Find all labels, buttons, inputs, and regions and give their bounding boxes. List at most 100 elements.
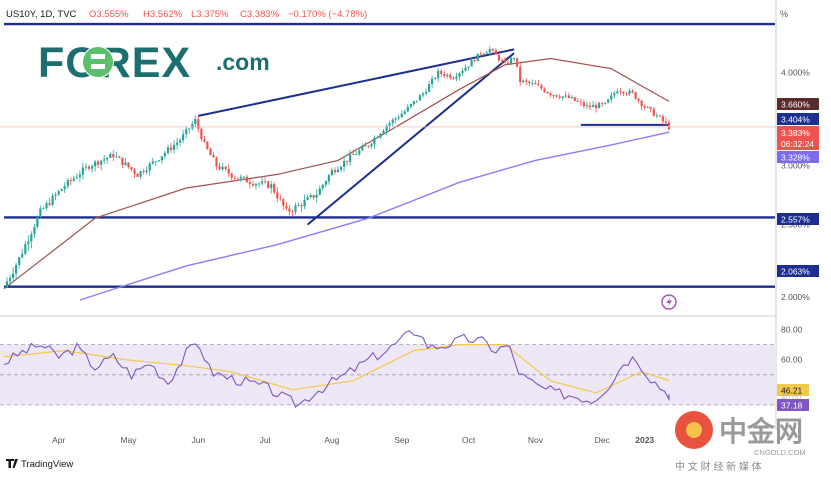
candle-body <box>667 122 671 130</box>
candle-body <box>51 195 54 205</box>
candle-body <box>97 161 100 165</box>
candle-body <box>103 159 106 161</box>
rsi-axis[interactable]: 80.00 60.00 <box>781 325 803 365</box>
candle-body <box>179 140 182 143</box>
rsi-tick-label: 60.00 <box>781 355 803 365</box>
candle-body <box>264 181 267 183</box>
candle-body <box>400 113 403 118</box>
candle-body <box>598 103 601 109</box>
candle-body <box>409 104 412 107</box>
rsi-layer <box>0 330 776 408</box>
candle-body <box>446 74 449 76</box>
candle-body <box>9 277 12 282</box>
candle-body <box>324 181 327 185</box>
candle-body <box>607 99 610 103</box>
candle-body <box>48 203 51 205</box>
candle-body <box>531 83 534 84</box>
tradingview-icon <box>6 459 18 468</box>
logo-o-icon <box>83 47 113 77</box>
candle-body <box>288 208 291 212</box>
candle-body <box>309 195 312 198</box>
ohlc-high: H3.562% <box>143 9 183 20</box>
candle-body <box>537 84 540 86</box>
time-tick-label: Nov <box>528 435 544 445</box>
candle-body <box>376 137 379 139</box>
cngold-domain: CNGOLD.COM <box>754 448 806 457</box>
candle-body <box>188 128 191 130</box>
logo-text: FOREX <box>38 39 191 87</box>
candle-body <box>543 88 546 92</box>
candle-body <box>233 177 236 179</box>
badge-countdown: 06:32:24 <box>781 139 814 149</box>
time-tick-label: May <box>120 435 137 445</box>
candle-body <box>242 176 245 178</box>
candle-body <box>503 60 507 63</box>
candle-body <box>588 105 592 107</box>
candle-body <box>440 70 443 74</box>
candle-body <box>610 95 613 100</box>
price-badges: 3.660% 3.404% 3.383% 06:32:24 3.328% 2.5… <box>777 98 819 277</box>
ohlc-close: C3.383% <box>240 9 280 20</box>
candle-body <box>60 189 63 191</box>
candle-body <box>57 191 60 195</box>
candle-body <box>661 116 664 122</box>
candle-body <box>94 161 97 167</box>
candle-body <box>561 96 564 98</box>
tradingview-footer[interactable]: TradingView <box>6 459 73 470</box>
candle-body <box>421 93 425 96</box>
candle-body <box>494 50 497 55</box>
candle-body <box>397 117 400 119</box>
candle-body <box>655 115 658 117</box>
candle-body <box>166 147 170 153</box>
symbol-label: US10Y, 1D, TVC <box>6 9 77 20</box>
candle-body <box>215 157 218 167</box>
badge-sma-upper-bg <box>777 98 819 110</box>
candle-body <box>218 166 221 170</box>
ohlc-change: −0.170% (−4.78%) <box>288 9 367 20</box>
candle-body <box>297 205 300 206</box>
candle-body <box>18 257 21 265</box>
candle-body <box>428 84 431 92</box>
candle-body <box>616 91 619 94</box>
candle-body <box>358 150 361 155</box>
time-axis[interactable]: Apr May Jun Jul Aug Sep Oct Nov Dec 2023 <box>52 435 654 445</box>
time-tick-label: 2023 <box>635 435 654 445</box>
candle-body <box>634 92 637 99</box>
candle-body <box>239 176 242 179</box>
candle-body <box>592 105 595 108</box>
candle-body <box>406 106 409 112</box>
candle-body <box>236 178 239 180</box>
candle-body <box>66 180 69 187</box>
candle-body <box>194 119 197 124</box>
lightning-icon[interactable] <box>661 294 677 310</box>
time-tick-label: Dec <box>595 435 611 445</box>
candle-body <box>555 95 558 97</box>
candle-body <box>54 194 57 196</box>
candle-body <box>595 105 598 109</box>
rsi-pane[interactable] <box>0 330 776 408</box>
candle-body <box>640 100 643 107</box>
candle-body <box>449 74 452 78</box>
time-tick-label: Aug <box>324 435 339 445</box>
trendline <box>198 48 515 117</box>
badge-sma-upper: 3.660% <box>781 100 810 110</box>
price-tick-label: 3.000% <box>781 161 810 171</box>
candle-body <box>312 195 315 198</box>
candle-body <box>452 78 455 79</box>
candle-body <box>69 180 72 181</box>
time-tick-label: Jul <box>260 435 271 445</box>
candle-body <box>497 54 500 61</box>
candle-body <box>285 205 288 209</box>
candle-body <box>479 53 482 55</box>
rsi-tick-label: 80.00 <box>781 325 803 335</box>
candle-body <box>382 130 385 134</box>
candle-body <box>282 199 285 206</box>
candle-body <box>367 145 370 147</box>
candle-body <box>604 102 607 104</box>
badge-level-mid: 2.557% <box>781 215 810 225</box>
candle-body <box>373 138 376 145</box>
price-pane[interactable] <box>0 0 777 430</box>
forex-logo: FOREX .com <box>38 39 270 87</box>
candle-body <box>191 124 194 129</box>
